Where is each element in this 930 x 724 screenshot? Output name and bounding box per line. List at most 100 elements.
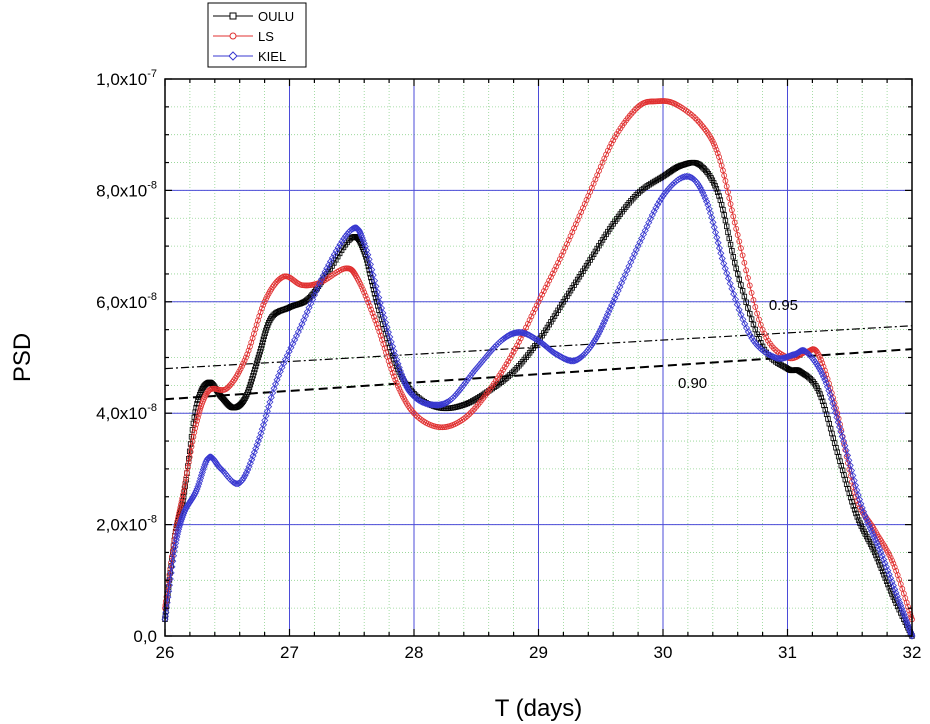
data-point-ls (243, 354, 249, 361)
data-point-kiel (164, 593, 172, 601)
data-point-oulu (509, 370, 515, 376)
data-point-ls (727, 201, 734, 207)
data-point-kiel (258, 425, 266, 433)
data-point-ls (606, 144, 613, 150)
data-point-oulu (259, 342, 265, 349)
data-point-ls (748, 289, 755, 296)
data-point-oulu (461, 402, 467, 408)
data-point-oulu (246, 384, 253, 391)
data-point-ls (505, 358, 512, 365)
data-point-oulu (592, 248, 599, 255)
data-point-ls (261, 298, 268, 305)
data-point-kiel (817, 367, 825, 375)
data-point-oulu (544, 324, 551, 331)
data-point-kiel (360, 239, 368, 247)
data-point-ls (388, 366, 395, 373)
data-point-oulu (736, 276, 742, 283)
data-point-kiel (859, 508, 868, 516)
data-point-kiel (452, 390, 460, 398)
data-point-ls (608, 140, 615, 147)
data-point-oulu (855, 517, 862, 523)
data-point-kiel (351, 224, 359, 232)
data-point-ls (176, 510, 183, 517)
data-point-kiel (822, 379, 830, 387)
data-point-ls (191, 429, 198, 436)
data-point-ls (739, 252, 746, 259)
data-point-ls (196, 408, 203, 415)
data-point-oulu (193, 404, 199, 411)
data-point-kiel (241, 471, 249, 480)
data-point-oulu (247, 381, 254, 388)
data-point-ls (889, 557, 895, 564)
data-point-ls (379, 336, 385, 343)
data-point-oulu (282, 306, 289, 312)
data-point-oulu (873, 552, 879, 559)
data-point-ls (368, 306, 375, 313)
data-point-kiel (592, 335, 600, 343)
legend: OULU LS KIEL (207, 2, 307, 68)
data-point-oulu (459, 402, 465, 409)
data-point-ls (818, 357, 824, 363)
data-point-kiel (655, 197, 664, 206)
data-point-oulu (249, 376, 255, 382)
data-point-kiel (589, 339, 597, 347)
data-point-oulu (263, 327, 269, 334)
data-point-oulu (716, 193, 722, 199)
data-point-ls (752, 304, 759, 310)
data-point-ls (408, 406, 414, 413)
data-point-ls (369, 310, 376, 317)
data-point-oulu (253, 363, 259, 370)
data-point-ls (631, 107, 638, 113)
data-point-oulu (548, 319, 554, 325)
data-point-kiel (907, 631, 916, 639)
data-point-ls (396, 385, 403, 392)
data-point-kiel (192, 487, 200, 495)
data-point-oulu (542, 327, 549, 333)
data-point-kiel (895, 599, 904, 607)
data-point-kiel (401, 380, 409, 388)
y-tick-label: 8,0x10-8 (96, 179, 157, 200)
data-point-ls (514, 342, 521, 349)
data-point-oulu (468, 399, 474, 405)
data-point-kiel (162, 608, 170, 616)
data-point-kiel (402, 382, 410, 390)
data-point-kiel (167, 569, 175, 577)
data-point-oulu (732, 259, 738, 266)
data-point-ls (763, 334, 770, 341)
data-point-ls (464, 413, 471, 419)
data-point-kiel (898, 604, 906, 613)
data-point-ls (389, 369, 396, 376)
data-point-oulu (251, 369, 257, 376)
data-point-ls (743, 267, 750, 274)
data-series (161, 98, 916, 640)
data-point-oulu (512, 366, 519, 373)
data-point-oulu (747, 310, 753, 317)
y-tick-label: 0,0 (133, 627, 157, 646)
data-point-oulu (573, 279, 579, 286)
data-point-oulu (639, 187, 645, 193)
data-point-kiel (763, 349, 771, 357)
data-point-kiel (888, 578, 896, 586)
data-point-oulu (886, 585, 893, 591)
data-point-oulu (635, 190, 641, 196)
data-point-oulu (809, 377, 815, 383)
data-point-kiel (764, 350, 772, 358)
data-point-ls (362, 292, 369, 299)
data-point-oulu (849, 499, 855, 505)
data-point-kiel (814, 362, 822, 370)
data-point-kiel (733, 301, 741, 309)
data-point-kiel (593, 332, 601, 340)
data-point-kiel (597, 325, 605, 333)
data-point-oulu (259, 339, 266, 346)
data-point-oulu (883, 578, 890, 584)
data-point-kiel (166, 575, 174, 583)
data-point-kiel (825, 387, 833, 395)
data-point-oulu (664, 170, 671, 177)
data-point-kiel (238, 476, 246, 484)
data-point-ls (195, 411, 202, 418)
data-point-oulu (580, 268, 586, 274)
data-point-ls (887, 554, 894, 561)
data-point-kiel (393, 356, 401, 364)
data-point-kiel (399, 373, 407, 381)
data-point-ls (725, 189, 731, 196)
